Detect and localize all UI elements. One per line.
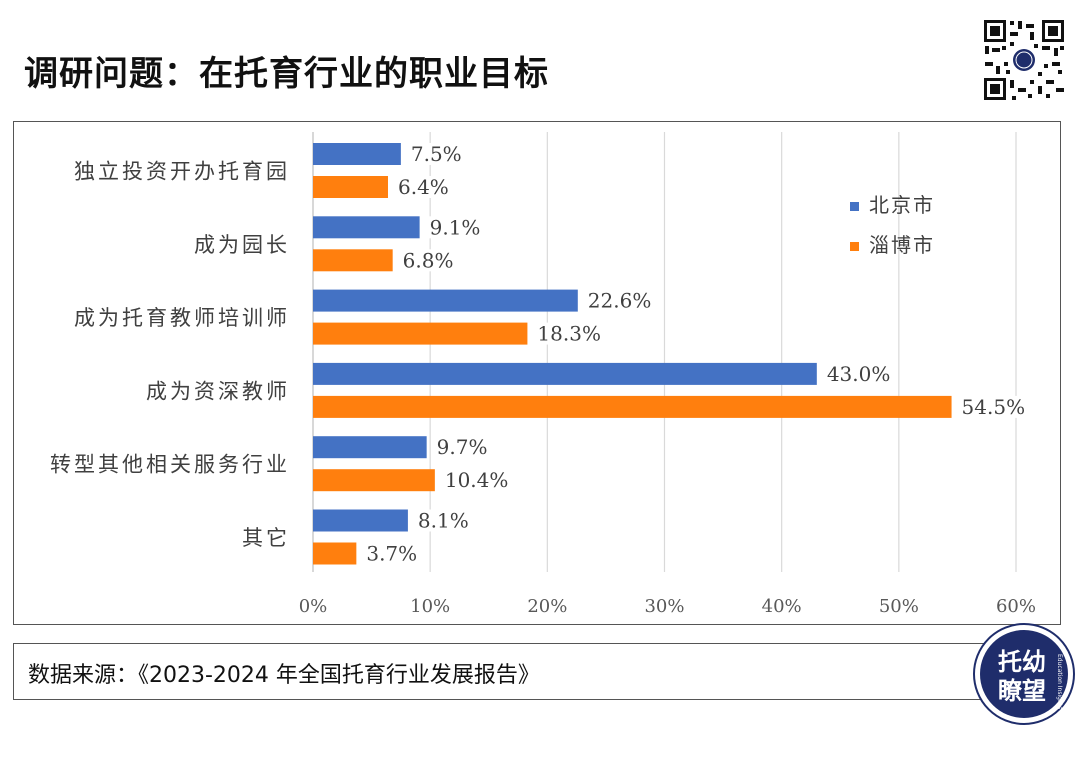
legend-marker-beijing	[850, 202, 859, 211]
page-title: 调研问题：在托育行业的职业目标	[24, 54, 549, 94]
data-label-bg	[362, 542, 427, 565]
data-label-bg	[957, 395, 1022, 418]
x-tick-label: 20%	[527, 596, 567, 617]
category-label: 转型其他相关服务行业	[50, 453, 290, 477]
bar-zibo	[313, 322, 528, 345]
bar-beijing	[313, 143, 401, 165]
category-label: 独立投资开办托育园	[74, 160, 290, 184]
source-panel: 数据来源：《2023-2024 年全国托育行业发展报告》	[13, 643, 1007, 700]
data-label: 9.1%	[430, 215, 481, 239]
data-label: 10.4%	[445, 468, 509, 492]
chart-panel: 独立投资开办托育园成为园长成为托育教师培训师成为资深教师转型其他相关服务行业其它…	[13, 121, 1061, 625]
data-label: 8.1%	[418, 509, 469, 533]
category-label: 成为托育教师培训师	[74, 306, 290, 330]
bar-chart: 独立投资开办托育园成为园长成为托育教师培训师成为资深教师转型其他相关服务行业其它…	[50, 132, 1036, 617]
bar-zibo	[313, 469, 435, 492]
legend-label: 北京市	[869, 193, 935, 217]
data-label: 22.6%	[588, 289, 652, 313]
data-label: 3.7%	[366, 542, 417, 566]
bar-zibo	[313, 176, 388, 198]
data-label: 7.5%	[411, 142, 462, 166]
bar-beijing	[313, 216, 420, 239]
legend-marker-zibo	[850, 242, 859, 251]
x-tick-label: 60%	[996, 596, 1036, 617]
data-label-bg	[406, 143, 471, 165]
bar-zibo	[313, 395, 952, 418]
x-tick-label: 10%	[410, 596, 450, 617]
data-label: 6.4%	[398, 175, 449, 199]
data-label-bg	[822, 362, 887, 385]
data-label-bg	[398, 249, 463, 272]
data-label-bg	[583, 289, 648, 312]
data-label: 54.5%	[962, 395, 1026, 419]
data-label: 18.3%	[537, 322, 601, 346]
x-tick-label: 40%	[762, 596, 802, 617]
bar-beijing	[313, 436, 427, 459]
x-tick-label: 0%	[299, 596, 328, 617]
brand-logo: 托幼 瞭望 Education Insights	[973, 623, 1075, 725]
bar-zibo	[313, 249, 393, 272]
category-label: 成为资深教师	[146, 379, 290, 403]
bar-beijing	[313, 362, 817, 385]
bar-zibo	[313, 542, 357, 565]
data-label-bg	[432, 436, 497, 459]
logo-text-line1: 托幼	[998, 648, 1046, 676]
bar-beijing	[313, 509, 408, 532]
legend-label: 淄博市	[869, 233, 935, 257]
data-label: 43.0%	[827, 362, 891, 386]
bar-beijing	[313, 289, 578, 312]
category-label: 其它	[242, 526, 290, 550]
x-tick-label: 30%	[644, 596, 684, 617]
category-label: 成为园长	[194, 233, 290, 257]
data-label-bg	[533, 322, 598, 345]
data-label-bg	[393, 176, 458, 198]
logo-text-line2: 瞭望	[998, 677, 1046, 705]
data-label: 6.8%	[403, 248, 454, 272]
data-label: 9.7%	[437, 435, 488, 459]
qr-code	[982, 18, 1066, 102]
x-tick-label: 50%	[879, 596, 919, 617]
source-text: 数据来源：《2023-2024 年全国托育行业发展报告》	[28, 663, 540, 688]
data-label-bg	[413, 509, 478, 532]
logo-subtext: Education Insights	[1056, 654, 1063, 709]
data-label-bg	[440, 469, 505, 492]
data-label-bg	[425, 216, 490, 239]
